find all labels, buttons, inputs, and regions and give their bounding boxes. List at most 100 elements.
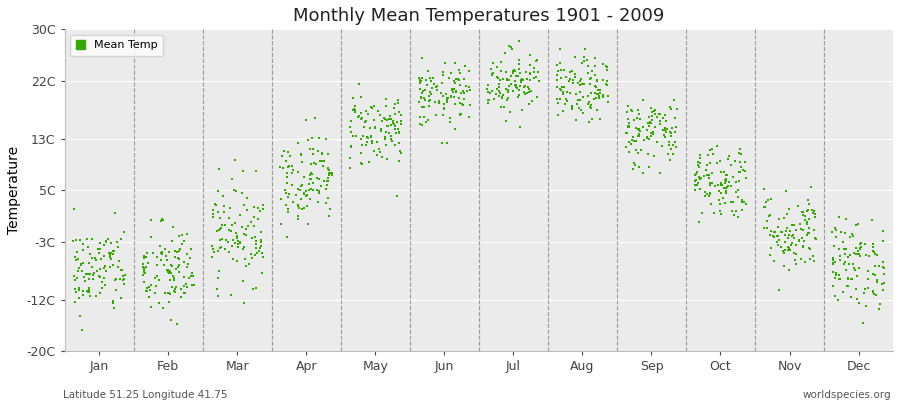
Point	[511, 56, 526, 63]
Point	[256, 254, 270, 260]
Point	[496, 92, 510, 98]
Point	[344, 128, 358, 135]
Point	[224, 292, 238, 298]
Point	[180, 264, 194, 270]
Point	[139, 263, 153, 270]
Point	[731, 194, 745, 200]
Point	[279, 202, 293, 208]
Point	[364, 104, 378, 110]
Point	[582, 80, 597, 87]
Point	[844, 231, 859, 238]
Point	[694, 174, 708, 181]
Point	[212, 227, 226, 233]
Point	[499, 86, 513, 92]
Point	[506, 70, 520, 76]
Point	[689, 169, 704, 175]
Point	[391, 100, 405, 107]
Point	[867, 249, 881, 256]
Point	[512, 38, 526, 44]
Point	[581, 101, 596, 107]
Point	[139, 288, 153, 294]
Point	[803, 256, 817, 262]
Point	[206, 207, 220, 213]
Point	[494, 94, 508, 100]
Point	[721, 156, 735, 162]
Point	[244, 251, 258, 258]
Point	[832, 256, 847, 263]
Point	[246, 286, 260, 292]
Point	[152, 242, 166, 249]
Point	[572, 82, 587, 89]
Point	[622, 138, 636, 145]
Point	[283, 153, 297, 160]
Point	[103, 252, 117, 259]
Point	[574, 60, 589, 66]
Point	[698, 189, 712, 195]
Point	[281, 206, 295, 212]
Point	[162, 290, 176, 296]
Point	[590, 90, 604, 97]
Point	[789, 250, 804, 257]
Point	[632, 110, 646, 117]
Point	[108, 210, 122, 217]
Point	[112, 264, 126, 270]
Point	[508, 82, 523, 88]
Point	[848, 267, 862, 273]
Point	[92, 273, 106, 279]
Point	[451, 76, 465, 83]
Point	[365, 140, 380, 146]
Point	[792, 237, 806, 243]
Point	[305, 134, 320, 141]
Point	[394, 150, 409, 156]
Point	[452, 66, 466, 73]
Point	[581, 63, 596, 69]
Point	[93, 290, 107, 296]
Point	[374, 118, 389, 124]
Point	[275, 165, 290, 171]
Point	[163, 268, 177, 274]
Point	[162, 270, 176, 276]
Point	[83, 271, 97, 278]
Point	[583, 90, 598, 96]
Point	[424, 78, 438, 84]
Point	[621, 124, 635, 130]
Point	[423, 88, 437, 95]
Point	[556, 91, 571, 97]
Point	[597, 77, 611, 83]
Point	[212, 237, 227, 243]
Point	[178, 281, 193, 287]
Point	[281, 194, 295, 200]
Point	[224, 176, 238, 182]
Point	[109, 276, 123, 282]
Point	[780, 244, 795, 250]
Point	[204, 242, 219, 249]
Point	[832, 276, 846, 282]
Point	[590, 106, 605, 113]
Point	[186, 273, 201, 279]
Point	[378, 115, 392, 122]
Point	[240, 195, 255, 202]
Point	[729, 189, 743, 196]
Point	[222, 248, 237, 255]
Point	[590, 77, 604, 84]
Point	[648, 111, 662, 118]
Point	[596, 92, 610, 98]
Point	[237, 244, 251, 251]
Point	[763, 252, 778, 258]
Point	[90, 268, 104, 274]
Point	[183, 254, 197, 261]
Point	[529, 74, 544, 80]
Point	[97, 265, 112, 272]
Point	[307, 160, 321, 167]
Point	[504, 44, 518, 50]
Point	[633, 115, 647, 122]
Point	[877, 271, 891, 278]
Point	[392, 108, 406, 115]
Point	[213, 224, 228, 231]
Point	[137, 252, 151, 259]
Point	[876, 287, 890, 293]
Point	[146, 250, 160, 256]
Point	[98, 238, 112, 244]
Point	[849, 222, 863, 228]
Point	[242, 260, 256, 267]
